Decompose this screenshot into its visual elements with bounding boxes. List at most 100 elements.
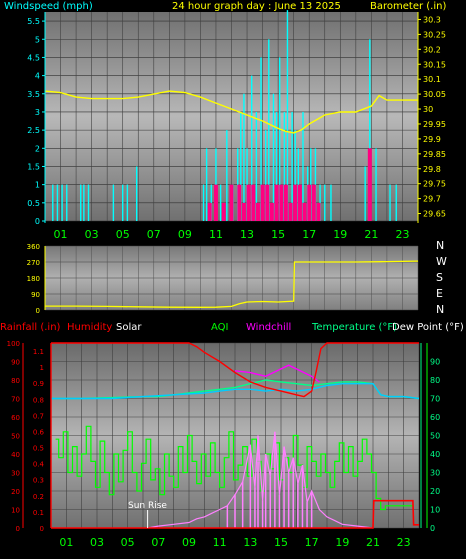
windchill-line <box>234 364 320 383</box>
gust-bar <box>307 184 312 221</box>
panel1-x-tick: 11 <box>209 228 223 241</box>
gust-bar <box>311 184 316 221</box>
panel1-x-tick: 17 <box>302 228 316 241</box>
panel3-right-tick: 70 <box>430 395 440 404</box>
gust-bar <box>283 184 288 221</box>
panel1-right-tick: 29.95 <box>423 120 446 129</box>
panel3-x-tick: 13 <box>243 536 257 549</box>
gust-bar <box>288 202 293 221</box>
panel3-right-tick: 60 <box>430 413 440 422</box>
panel1-x-tick: 07 <box>147 228 161 241</box>
panel1-left-tick: 4.5 <box>27 53 40 62</box>
panel1-x-tick: 09 <box>178 228 192 241</box>
panel3-right-tick: 20 <box>430 487 440 496</box>
panel3-humidity-tick: 60 <box>11 414 20 422</box>
panel1-x-tick: 19 <box>333 228 347 241</box>
panel3-x-tick: 07 <box>151 536 165 549</box>
panel2-direction-letter: N <box>436 303 444 316</box>
panel2-direction-letter: E <box>436 287 443 300</box>
panel2-left-tick: 90 <box>31 291 40 299</box>
panel3-humidity-tick: 80 <box>11 377 20 385</box>
panel1-left-tick: 1 <box>35 181 40 190</box>
panel3-rain-tick: 0.3 <box>33 477 44 485</box>
panel3-right-tick: 90 <box>430 358 440 367</box>
gust-bar <box>265 184 270 221</box>
panel2-left-tick: 0 <box>36 307 40 315</box>
gust-bar <box>229 184 234 221</box>
panel2-direction-letter: S <box>436 271 443 284</box>
solar-line <box>147 431 374 529</box>
panel3-rain-tick: 0.6 <box>33 428 45 436</box>
panel3-x-tick: 01 <box>59 536 73 549</box>
panel3-humidity-tick: 100 <box>7 340 20 348</box>
panel1-x-tick: 15 <box>271 228 285 241</box>
panel1-left-tick: 5.5 <box>27 17 40 26</box>
panel3-rain-tick: 0 <box>40 525 44 533</box>
panel3-rain-tick: 0.2 <box>33 493 44 501</box>
panel3-rain-tick: 0.1 <box>33 509 44 517</box>
panel3-rain-tick: 0.9 <box>33 380 44 388</box>
gust-bar <box>207 202 212 221</box>
barometer-line <box>44 90 418 134</box>
gust-bar <box>246 184 251 221</box>
panel3-rain-tick: 1 <box>40 364 44 372</box>
panel1-right-tick: 30.05 <box>423 90 446 99</box>
panel1-x-tick: 03 <box>85 228 99 241</box>
panel1-left-tick: 3 <box>35 108 40 117</box>
barometer-axis-label: Barometer (.in) <box>370 1 446 12</box>
panel1-right-tick: 30.3 <box>423 15 441 24</box>
rainfall-line <box>51 499 419 529</box>
rainfall-label: Rainfall (.in) <box>0 322 61 333</box>
gust-bar <box>297 184 302 221</box>
sunrise-annotation: Sun Rise <box>128 501 167 511</box>
gust-bar <box>274 184 279 221</box>
gust-bar <box>302 202 307 221</box>
panel3-right-tick: 80 <box>430 376 440 385</box>
panel3-x-tick: 11 <box>213 536 227 549</box>
humidity-line <box>51 342 419 398</box>
panel1-right-tick: 30.15 <box>423 60 446 69</box>
panel3-humidity-tick: 70 <box>11 396 20 404</box>
panel1-x-tick: 13 <box>240 228 254 241</box>
panel1-left-tick: 0 <box>35 217 40 226</box>
panel3-rain-tick: 0.4 <box>33 461 45 469</box>
panel3-humidity-tick: 20 <box>11 488 20 496</box>
panel1-x-tick: 21 <box>364 228 378 241</box>
panel3-humidity-tick: 40 <box>11 451 20 459</box>
panel3-x-tick: 19 <box>335 536 349 549</box>
panel3-humidity-tick: 30 <box>11 470 20 478</box>
solar-label: Solar <box>116 322 142 333</box>
wind-direction-line <box>45 260 419 308</box>
panel1-right-tick: 30 <box>423 105 433 114</box>
gust-bar <box>260 184 265 221</box>
gust-bar <box>255 202 260 221</box>
panel1-right-tick: 29.9 <box>423 135 441 144</box>
gust-bar <box>316 202 321 221</box>
panel3-x-tick: 05 <box>121 536 135 549</box>
gust-bar <box>237 184 242 221</box>
panel3-right-tick: 40 <box>430 450 440 459</box>
dewpoint-line <box>51 383 420 400</box>
panel3-humidity-tick: 10 <box>11 507 20 515</box>
panel3-right-tick: 30 <box>430 469 440 478</box>
panel3-rain-tick: 0.7 <box>33 412 44 420</box>
panel1-right-tick: 29.8 <box>423 165 441 174</box>
windchill-label: Windchill <box>246 322 291 333</box>
panel3-x-tick: 23 <box>397 536 411 549</box>
panel3-rain-tick: 0.5 <box>33 445 44 453</box>
windspeed-axis-label: Windspeed (mph) <box>4 1 93 12</box>
panel3-x-tick: 21 <box>366 536 380 549</box>
panel1-right-tick: 29.7 <box>423 195 441 204</box>
gust-bar <box>269 202 274 221</box>
panel1-x-tick: 05 <box>116 228 130 241</box>
gust-bar <box>293 184 298 221</box>
panel3-x-tick: 09 <box>182 536 196 549</box>
aqi-line <box>55 425 413 511</box>
panel3-right-tick: 10 <box>430 506 440 515</box>
panel3-rain-tick: 0.8 <box>33 396 44 404</box>
gust-bar <box>213 184 218 221</box>
panel1-left-tick: 5 <box>35 35 40 44</box>
panel3-humidity-tick: 0 <box>16 525 20 533</box>
panel3-right-tick: 50 <box>430 432 440 441</box>
